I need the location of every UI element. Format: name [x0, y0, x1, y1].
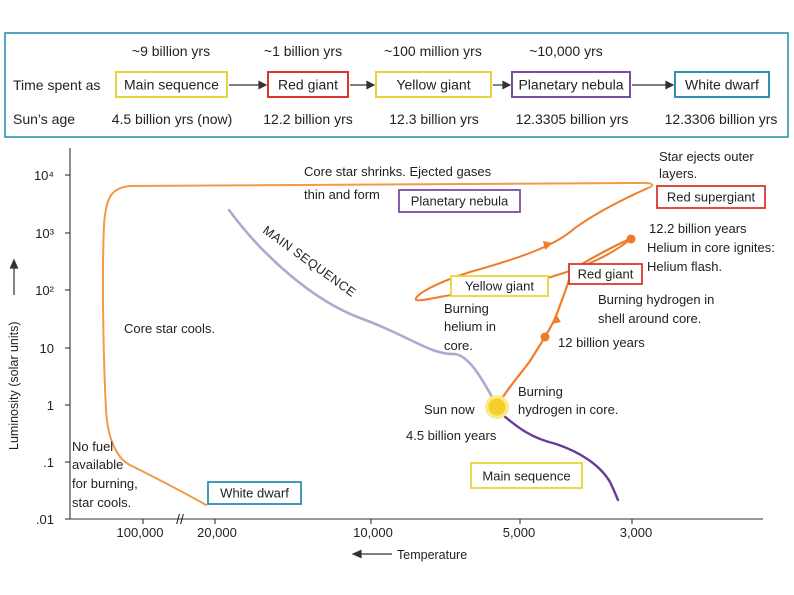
helium-flash-note-line-3: Helium flash. [647, 259, 722, 274]
y-tick-1: 1 [47, 398, 54, 413]
stage-box-main-sequence: Main sequence [115, 71, 228, 98]
age-red-giant: 12.2 billion yrs [263, 111, 353, 127]
duration-planetary-nebula: ~10,000 yrs [529, 43, 603, 59]
stage-box-planetary-nebula: Planetary nebula [511, 71, 631, 98]
burning-shell-note-line-2: shell around core. [598, 311, 701, 326]
hr-diagram: 10⁴ 10³ 10² 10 1 .1 .01 Luminosity (sola… [7, 148, 775, 562]
stage-label-yellow-giant: Yellow giant [396, 77, 470, 93]
x-tick-20000: 20,000 [197, 525, 237, 540]
stage-box-red-giant: Red giant [267, 71, 349, 98]
core-cools-note: Core star cools. [124, 321, 215, 336]
stage-label-main-sequence: Main sequence [124, 77, 219, 93]
red-supergiant-box: Red supergiant [656, 185, 766, 209]
twelve-billion-note: 12 billion years [558, 335, 645, 350]
white-dwarf-box: White dwarf [207, 481, 302, 505]
x-axis-arrow-icon [351, 549, 392, 559]
sun-icon [485, 395, 509, 419]
white-dwarf-box-label: White dwarf [220, 486, 289, 501]
suns-age-label: Sun’s age [13, 111, 75, 127]
y-tick-0-01: .01 [36, 512, 54, 527]
y-axis-arrow-icon [9, 258, 19, 295]
core-shrinks-note-line-1: Core star shrinks. Ejected gases [304, 164, 492, 179]
y-tick-10e4: 10⁴ [34, 168, 54, 183]
planetary-nebula-box-label: Planetary nebula [411, 194, 509, 209]
age-white-dwarf: 12.3306 billion yrs [665, 111, 778, 127]
evolution-timeline: ~9 billion yrs ~1 billion yrs ~100 milli… [4, 32, 789, 138]
post-main-sequence-track [495, 408, 620, 502]
timeline-arrows [229, 80, 675, 90]
x-tick-100000: 100,000 [117, 525, 164, 540]
x-tick-3000: 3,000 [620, 525, 653, 540]
burning-helium-note-line-2: helium in [444, 319, 496, 334]
time-spent-label: Time spent as [13, 77, 100, 93]
twelve-billion-marker [540, 332, 550, 342]
yellow-giant-box: Yellow giant [450, 275, 549, 297]
age-main-sequence: 4.5 billion yrs (now) [112, 111, 233, 127]
duration-red-giant: ~1 billion yrs [264, 43, 342, 59]
duration-main-sequence: ~9 billion yrs [132, 43, 210, 59]
no-fuel-note-line-2: available [72, 457, 123, 472]
sun-age-note: 4.5 billion years [406, 428, 497, 443]
red-supergiant-box-label: Red supergiant [667, 190, 756, 205]
main-sequence-box: Main sequence [470, 462, 583, 489]
ejects-outer-note-line-1: Star ejects outer [659, 149, 754, 164]
burning-helium-note-line-3: core. [444, 338, 473, 353]
x-tick-10000: 10,000 [353, 525, 393, 540]
red-giant-arrow-icon [552, 314, 561, 324]
red-giant-box-label: Red giant [578, 267, 634, 282]
helium-flash-marker [626, 234, 636, 244]
core-shrinks-note-line-2: thin and form [304, 187, 380, 202]
sun-now-note: Sun now [424, 402, 475, 417]
no-fuel-note-line-3: for burning, [72, 476, 138, 491]
helium-flash-note-line-1: 12.2 billion years [649, 221, 747, 236]
stage-box-yellow-giant: Yellow giant [375, 71, 492, 98]
duration-yellow-giant: ~100 million yrs [384, 43, 482, 59]
burning-core-note-line-1: Burning [518, 384, 563, 399]
x-tick-5000: 5,000 [503, 525, 536, 540]
y-tick-10e3: 10³ [35, 226, 54, 241]
x-axis-label: Temperature [397, 548, 467, 562]
main-sequence-band [227, 208, 499, 408]
y-tick-10e2: 10² [35, 283, 54, 298]
y-tick-10: 10 [40, 341, 54, 356]
helium-flash-note-line-2: Helium in core ignites: [647, 240, 775, 255]
ejects-outer-note-line-2: layers. [659, 166, 697, 181]
x-axis-break-mark: // [176, 511, 184, 527]
y-tick-0-1: .1 [43, 455, 54, 470]
stage-label-white-dwarf: White dwarf [685, 77, 759, 93]
axes [65, 148, 763, 524]
red-giant-box: Red giant [568, 263, 643, 285]
stage-label-planetary-nebula: Planetary nebula [518, 77, 623, 93]
age-planetary-nebula: 12.3305 billion yrs [516, 111, 629, 127]
stage-box-white-dwarf: White dwarf [674, 71, 770, 98]
no-fuel-note-line-4: star cools. [72, 495, 131, 510]
y-axis-label: Luminosity (solar units) [7, 321, 21, 450]
burning-core-note-line-2: hydrogen in core. [518, 402, 618, 417]
planetary-nebula-and-cooling-track [101, 181, 654, 506]
burning-shell-note-line-1: Burning hydrogen in [598, 292, 714, 307]
yellow-giant-box-label: Yellow giant [465, 279, 534, 294]
main-sequence-box-label: Main sequence [482, 469, 570, 484]
planetary-nebula-box: Planetary nebula [398, 189, 521, 213]
no-fuel-note-line-1: No fuel [72, 439, 113, 454]
stage-label-red-giant: Red giant [278, 77, 338, 93]
age-yellow-giant: 12.3 billion yrs [389, 111, 479, 127]
burning-helium-note-line-1: Burning [444, 301, 489, 316]
loop-arrow-icon [543, 241, 553, 250]
